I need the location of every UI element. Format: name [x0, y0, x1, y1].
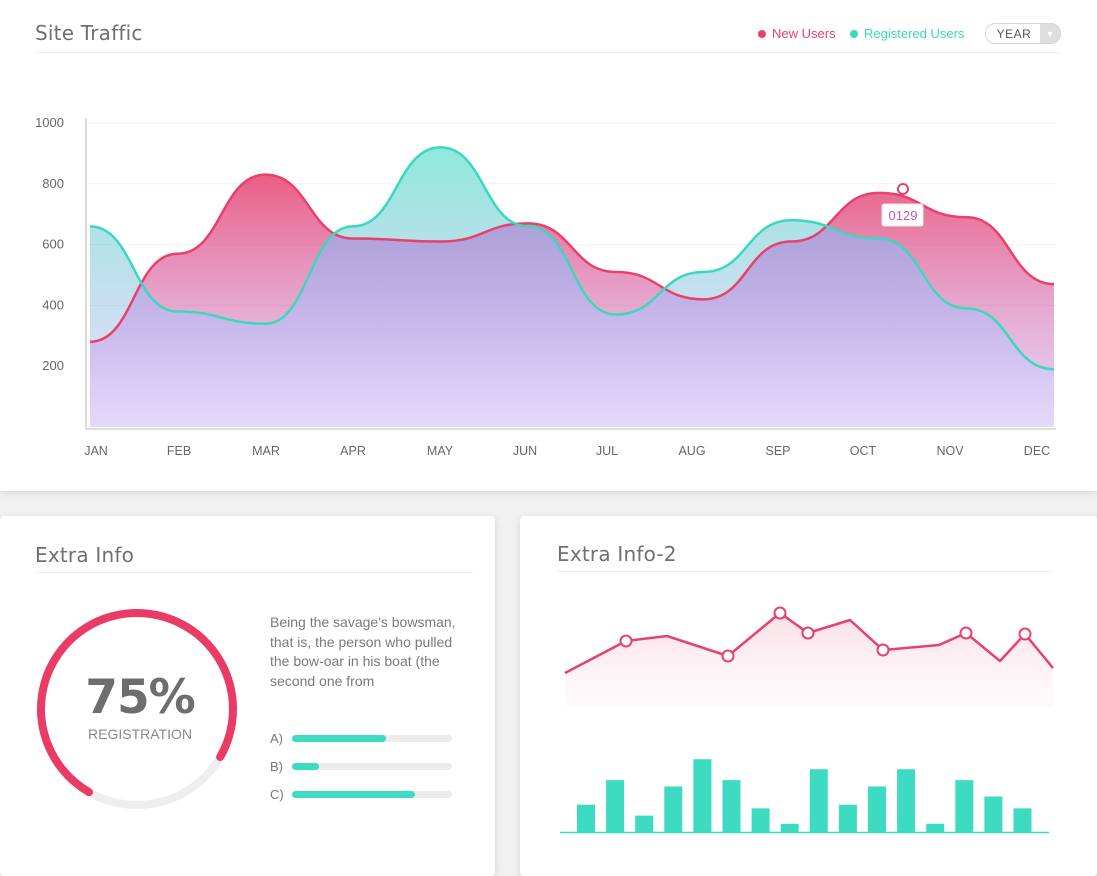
mini-bar[interactable] — [868, 786, 886, 833]
mini-line-point[interactable] — [876, 643, 890, 657]
legend-new-users[interactable]: New Users — [758, 26, 836, 41]
site-traffic-chart: 200 400 600 800 1000 JAN FEB MAR APR MAY JUN JUL AU… — [35, 115, 1056, 458]
gauge-arc — [37, 609, 237, 797]
period-select[interactable]: YEAR ▼ — [985, 23, 1061, 44]
progress-track — [292, 763, 452, 770]
progress-label: B) — [270, 759, 283, 774]
gauge-label: REGISTRATION — [88, 726, 192, 742]
title-divider — [35, 572, 473, 573]
x-tick-label: MAR — [252, 444, 280, 458]
legend-registered-users[interactable]: Registered Users — [850, 26, 964, 41]
x-tick-label: DEC — [1024, 444, 1050, 458]
mini-line-point[interactable] — [619, 634, 633, 648]
progress-row-a: A) — [270, 731, 452, 746]
legend-dot-icon — [758, 29, 766, 38]
progress-track — [292, 735, 452, 742]
site-traffic-title: Site Traffic — [35, 21, 143, 45]
title-divider — [557, 571, 1053, 572]
title-divider — [35, 52, 1060, 53]
x-tick-label: AUG — [678, 444, 705, 458]
gauge-value: 75% — [85, 670, 196, 725]
mini-line-area — [565, 613, 1053, 706]
y-tick-label: 1000 — [35, 115, 64, 130]
mini-bar[interactable] — [926, 823, 945, 832]
progress-row-c: C) — [270, 787, 452, 802]
new-users-line — [89, 173, 1055, 344]
areas — [90, 147, 1054, 427]
period-select-value: YEAR — [996, 26, 1032, 41]
x-tick-label: NOV — [936, 444, 964, 458]
x-tick-label: OCT — [850, 444, 877, 458]
x-axis: JAN FEB MAR APR MAY JUN JUL AUG SEP OCT NOV DEC — [84, 428, 1056, 458]
mini-line-point[interactable] — [721, 649, 735, 663]
extra-info-2-charts — [560, 606, 1054, 834]
progress-fill — [292, 763, 320, 770]
x-tick-label: JAN — [84, 444, 108, 458]
y-tick-label: 600 — [42, 237, 64, 252]
progress-row-b: B) — [270, 759, 452, 774]
chart-tooltip: 0129 — [881, 183, 924, 227]
mini-bar[interactable] — [838, 804, 857, 832]
mini-bar[interactable] — [897, 769, 916, 832]
progress-track — [292, 791, 452, 798]
legend-label: New Users — [772, 26, 836, 41]
x-tick-label: SEP — [765, 444, 790, 458]
progress-label: A) — [270, 731, 283, 746]
tooltip-point[interactable] — [897, 183, 909, 195]
legend-dot-icon — [850, 29, 858, 38]
extra-info-panel — [0, 516, 495, 876]
mini-line-chart — [564, 606, 1054, 706]
mini-bar[interactable] — [577, 804, 595, 832]
y-tick-label: 200 — [42, 358, 64, 373]
x-tick-label: MAY — [427, 444, 454, 458]
overlap-area — [90, 174, 1054, 427]
mini-bar[interactable] — [780, 823, 799, 832]
y-tick-label: 800 — [42, 176, 64, 191]
mini-bar[interactable] — [955, 780, 974, 832]
chevron-down-icon[interactable]: ▼ — [1040, 24, 1060, 43]
mini-line-point[interactable] — [959, 626, 973, 640]
series-lines — [89, 146, 1055, 371]
mini-bar[interactable] — [984, 796, 1003, 832]
progress-label: C) — [270, 787, 284, 802]
extra-info-title: Extra Info — [35, 543, 135, 567]
mini-line-point[interactable] — [1018, 627, 1032, 641]
mini-bar[interactable] — [664, 786, 683, 833]
mini-bar[interactable] — [809, 769, 828, 832]
mini-bar[interactable] — [751, 808, 770, 832]
legend-label: Registered Users — [864, 26, 965, 41]
progress-fill — [292, 791, 416, 798]
progress-fill — [292, 735, 387, 742]
registered-users-line — [89, 146, 1055, 371]
mini-bar[interactable] — [635, 815, 654, 832]
registration-gauge — [37, 609, 237, 809]
x-tick-label: FEB — [167, 444, 191, 458]
mini-bar[interactable] — [722, 780, 741, 832]
x-tick-label: APR — [340, 444, 366, 458]
tooltip-box — [881, 203, 924, 227]
mini-bar[interactable] — [606, 780, 625, 832]
mini-line-point[interactable] — [773, 606, 787, 620]
y-axis: 200 400 600 800 1000 — [35, 115, 87, 430]
mini-bar[interactable] — [1013, 808, 1032, 832]
mini-bar[interactable] — [693, 759, 712, 832]
description-text: Being the savage's bowsman, that is, the… — [270, 614, 456, 689]
mini-line-point[interactable] — [801, 626, 815, 640]
mini-line — [564, 611, 1054, 675]
mini-bar-chart — [560, 759, 1049, 834]
extra-info-2-title: Extra Info-2 — [557, 542, 677, 566]
x-tick-label: JUL — [596, 444, 618, 458]
x-tick-label: JUN — [513, 444, 537, 458]
y-tick-label: 400 — [42, 297, 64, 312]
tooltip-value: 0129 — [889, 208, 918, 223]
